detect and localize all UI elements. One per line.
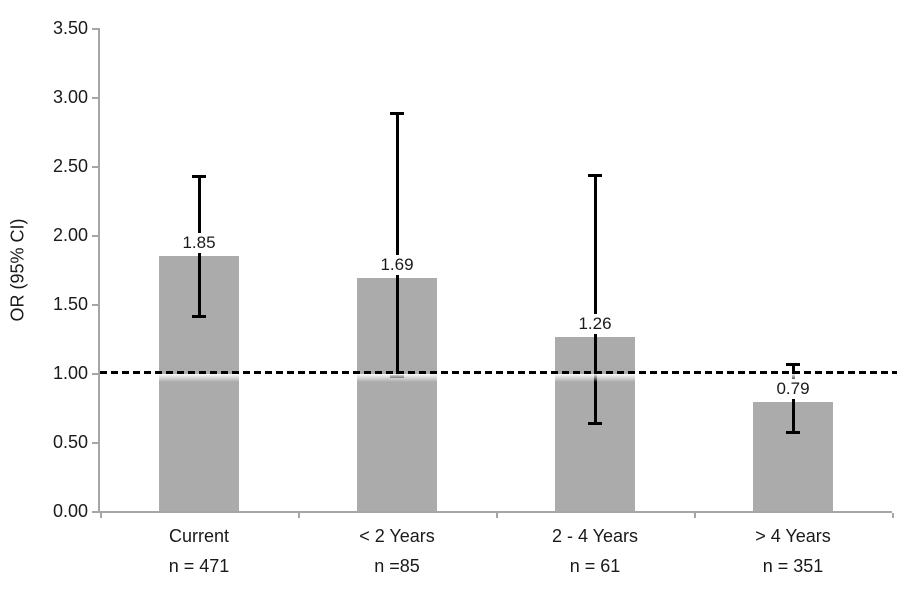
y-tick-mark [92,442,98,444]
sample-size-label: n = 471 [168,556,230,576]
y-tick-label: 0.00 [52,501,88,521]
x-tick-mark [298,513,300,518]
y-tick-mark [92,28,98,30]
bar-value-label: 0.79 [773,379,813,399]
y-tick-mark [92,235,98,237]
category-label: Current [168,526,230,546]
error-bar-cap-top [786,363,800,366]
category-label: 2 - 4 Years [551,526,639,546]
sample-size-label: n = 351 [762,556,824,576]
error-bar-cap-top [390,112,404,115]
y-tick-mark [92,373,98,375]
y-tick-mark [92,166,98,168]
y-tick-label: 3.00 [52,87,88,107]
error-bar-stem [594,176,597,423]
error-bar-cap-top [192,175,206,178]
error-bar-stem [792,365,795,433]
x-tick-mark [694,513,696,518]
y-axis-line [98,28,100,513]
error-bar-stem [396,114,399,376]
bar-value-label: 1.85 [179,233,219,253]
x-tick-mark [892,513,894,518]
error-bar-cap-bottom [786,431,800,434]
y-tick-label: 2.50 [52,156,88,176]
sample-size-label: n = 61 [569,556,621,576]
y-tick-label: 0.50 [52,432,88,452]
y-axis-title: OR (95% CI) [7,218,28,322]
y-tick-label: 3.50 [52,18,88,38]
y-tick-label: 2.00 [52,225,88,245]
error-bar-cap-bottom [588,422,602,425]
category-label: < 2 Years [359,526,435,546]
error-bar-cap-top [588,174,602,177]
reference-line-glow [100,374,897,382]
y-tick-mark [92,304,98,306]
y-tick-mark [92,97,98,99]
bar-value-label: 1.69 [377,255,417,275]
x-tick-mark [100,513,102,518]
x-tick-mark [496,513,498,518]
x-axis-line [100,511,892,513]
category-label: > 4 Years [755,526,831,546]
y-tick-mark [92,511,98,513]
error-bar-cap-bottom [192,315,206,318]
bar-value-label: 1.26 [575,314,615,334]
y-tick-label: 1.00 [52,363,88,383]
sample-size-label: n =85 [374,556,420,576]
reference-line [100,371,897,374]
y-tick-label: 1.50 [52,294,88,314]
